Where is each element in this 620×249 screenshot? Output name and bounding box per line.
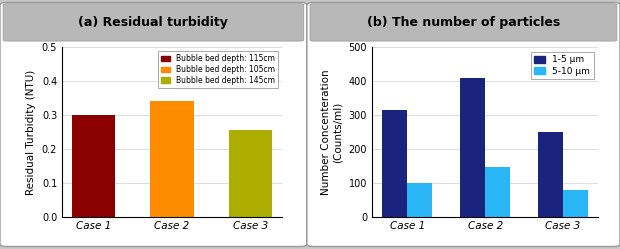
Text: (b) The number of particles: (b) The number of particles [367, 16, 560, 29]
Bar [538, 132, 563, 217]
Text: (a) Residual turbidity: (a) Residual turbidity [78, 16, 228, 29]
Y-axis label: Number Concenteration
(Counts/ml): Number Concenteration (Counts/ml) [322, 69, 343, 195]
Bar [72, 115, 115, 217]
Bar [383, 110, 407, 217]
Bar [151, 102, 193, 217]
Bar [563, 189, 588, 217]
Bar [229, 130, 272, 217]
Bar [460, 78, 485, 217]
Bar [407, 183, 432, 217]
Y-axis label: Residual Turbidity (NTU): Residual Turbidity (NTU) [26, 69, 36, 195]
Bar [485, 167, 510, 217]
Legend: 1-5 μm, 5-10 μm: 1-5 μm, 5-10 μm [531, 52, 594, 79]
Legend: Bubble bed depth: 115cm, Bubble bed depth: 105cm, Bubble bed depth: 145cm: Bubble bed depth: 115cm, Bubble bed dept… [158, 51, 278, 88]
